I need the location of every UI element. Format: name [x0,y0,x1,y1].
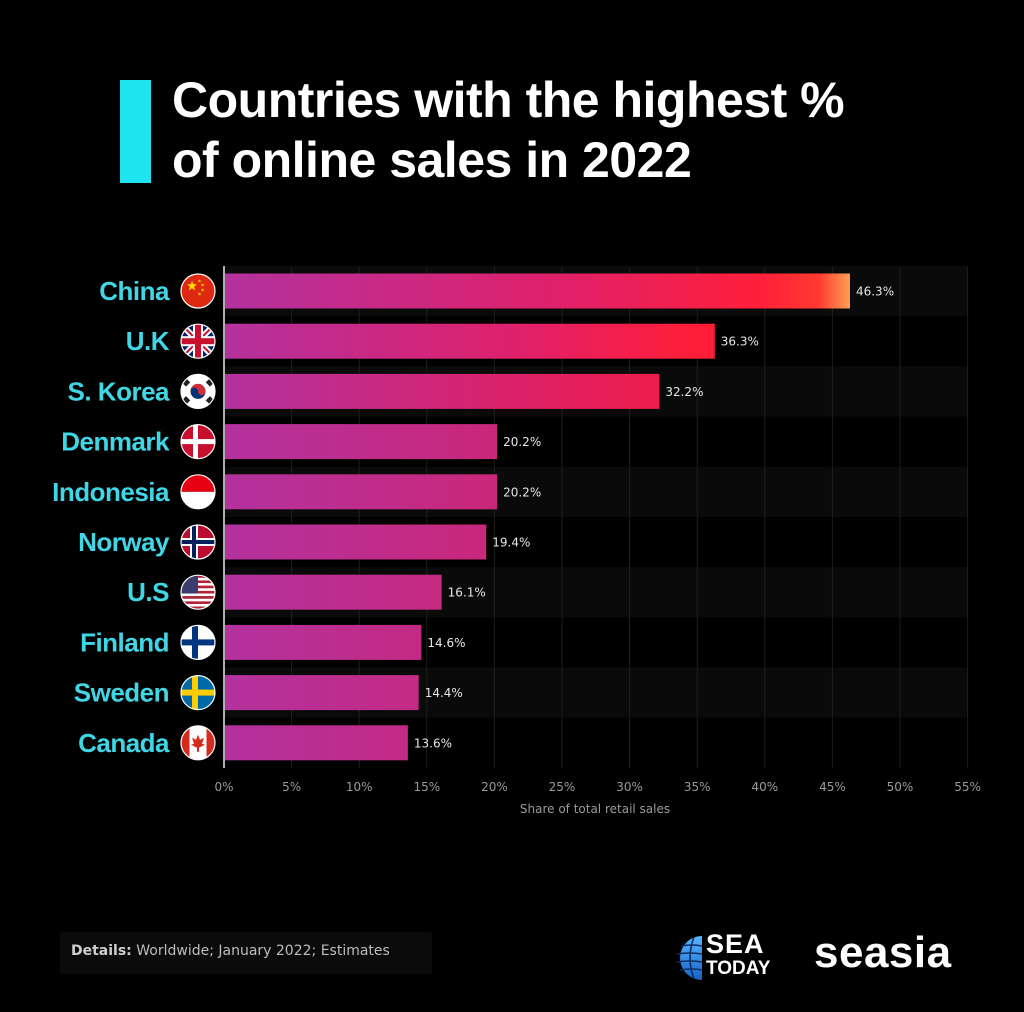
sea-today-line-2: TODAY [706,958,771,979]
category-label: Canada [78,728,170,758]
bar-value-label: 16.1% [448,586,486,600]
x-tick-label: 30% [616,780,643,794]
x-tick-label: 5% [282,780,301,794]
x-tick-label: 0% [214,780,233,794]
bar-value-label: 36.3% [721,335,759,349]
sea-today-logo: SEA TODAY [672,930,782,986]
category-label: Indonesia [52,477,170,507]
bar-norway [225,524,487,560]
bars [225,273,850,761]
bar-indonesia [225,474,498,510]
bar-canada [225,725,408,761]
finland-flag-icon [180,624,216,661]
x-tick-label: 55% [954,780,981,794]
details-text: Worldwide; January 2022; Estimates [131,943,390,959]
category-label: Sweden [74,678,169,708]
bar-value-label: 13.6% [414,736,452,750]
norway-flag-icon [180,524,216,560]
chart-title: Countries with the highest % of online s… [172,70,972,190]
labels: 46.3% China 36.3% U.K 32.2% S. Korea 20.2% Denm… [52,273,981,816]
x-tick-label: 50% [887,780,914,794]
sea-today-line-1: SEA [706,929,765,959]
south-korea-flag-icon [180,373,216,409]
title-accent-bar [120,80,151,183]
category-label: Denmark [61,427,170,457]
footer-details-box [60,932,432,974]
category-label: Finland [80,627,169,657]
us-flag-icon [180,574,216,610]
bar-chart: 46.3% China 36.3% U.K 32.2% S. Korea 20.2% Denm… [52,265,981,816]
chart-title-line-1: Countries with the highest % [172,72,845,128]
category-label: S. Korea [68,376,171,406]
x-tick-label: 15% [413,780,440,794]
bar-value-label: 46.3% [856,285,894,299]
denmark-flag-icon [180,424,216,460]
x-tick-label: 35% [684,780,711,794]
x-tick-label: 40% [751,780,778,794]
bar-value-label: 14.4% [425,686,463,700]
uk-flag-icon [180,323,216,359]
canada-flag-icon [180,725,216,761]
indonesia-flag-icon [180,474,216,510]
bar-value-label: 20.2% [503,435,541,449]
globe-icon [676,936,703,980]
category-label: China [99,276,170,306]
x-axis-label: Share of total retail sales [520,802,670,816]
x-tick-label: 20% [481,780,508,794]
category-label: U.S [127,577,169,607]
footer-details: Details: Worldwide; January 2022; Estima… [71,943,390,959]
bar-denmark [225,424,498,460]
bar-s-korea [225,373,660,409]
seasia-logo: seasia [814,928,952,977]
bar-value-label: 32.2% [665,385,703,399]
bar-value-label: 19.4% [492,536,530,550]
details-label: Details: [71,943,132,959]
sweden-flag-icon [180,674,216,711]
bar-u-k [225,323,715,359]
bar-value-label: 20.2% [503,485,541,499]
x-tick-label: 45% [819,780,846,794]
chart-title-line-2: of online sales in 2022 [172,132,692,188]
x-tick-label: 25% [549,780,576,794]
bar-value-label: 14.6% [427,636,465,650]
bar-u-s [225,574,442,610]
x-tick-label: 10% [346,780,373,794]
bar-sweden [225,675,419,711]
bar-china [225,273,850,309]
category-label: Norway [78,527,170,557]
china-flag-icon [180,273,216,309]
category-label: U.K [126,326,170,356]
bar-finland [225,624,422,660]
